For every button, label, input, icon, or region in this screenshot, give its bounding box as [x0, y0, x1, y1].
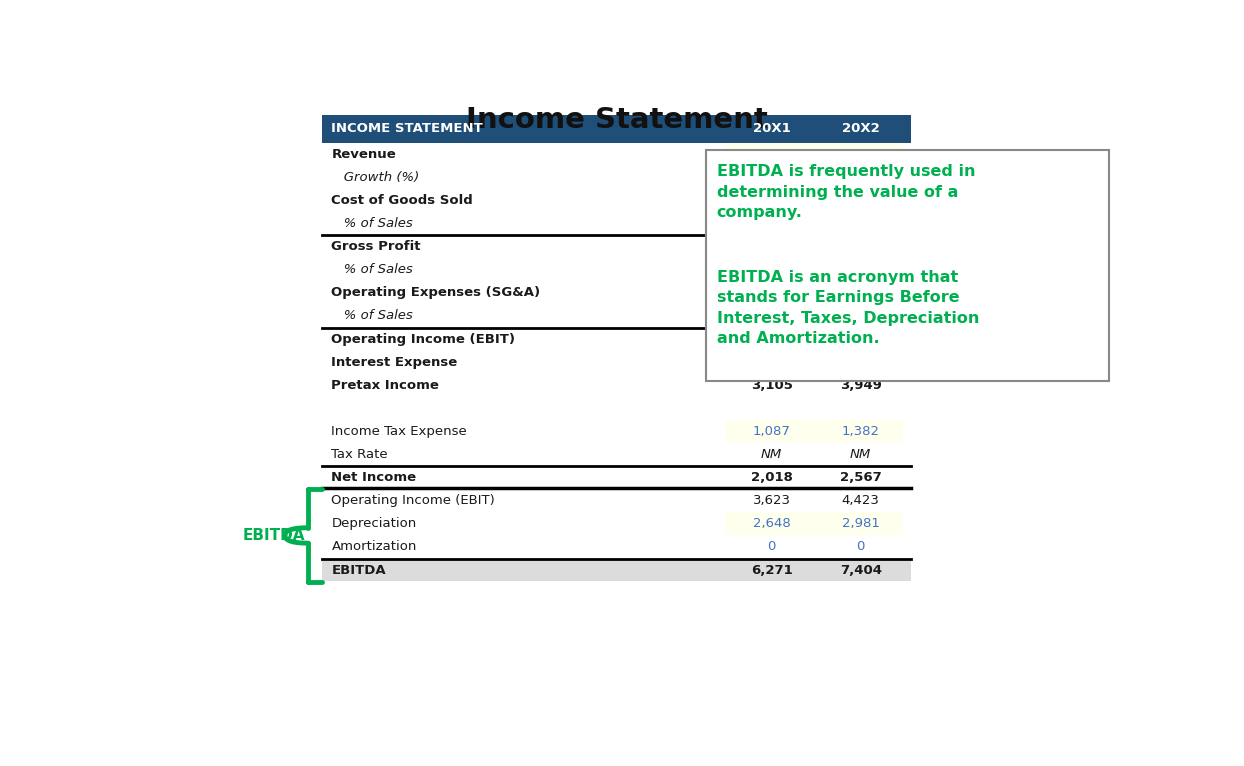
Text: Operating Income (EBIT): Operating Income (EBIT)	[331, 332, 515, 345]
Text: NM: NM	[850, 448, 871, 461]
Text: 1,382: 1,382	[842, 425, 880, 438]
FancyBboxPatch shape	[705, 150, 1108, 381]
Bar	[322, 558, 911, 581]
Bar	[725, 351, 903, 373]
Text: Net Income: Net Income	[331, 471, 417, 484]
Text: 2,567: 2,567	[840, 471, 882, 484]
Text: NM: NM	[761, 448, 782, 461]
Text: 4,423: 4,423	[842, 494, 880, 507]
Text: 74,452: 74,452	[746, 148, 797, 161]
Text: Income Tax Expense: Income Tax Expense	[331, 425, 468, 438]
Bar	[322, 115, 911, 142]
Bar	[725, 512, 903, 535]
Text: 83,492: 83,492	[835, 148, 886, 161]
Text: Pretax Income: Pretax Income	[331, 379, 439, 391]
Text: 3,949: 3,949	[840, 379, 882, 391]
Text: % of Sales: % of Sales	[331, 264, 413, 277]
Text: Amortization: Amortization	[331, 541, 417, 554]
Text: 3,105: 3,105	[750, 379, 792, 391]
Text: 3,623: 3,623	[753, 494, 791, 507]
Text: 2,981: 2,981	[842, 517, 880, 530]
Text: INCOME STATEMENT: INCOME STATEMENT	[331, 123, 483, 136]
Text: % of Sales: % of Sales	[331, 217, 413, 230]
Bar	[725, 189, 903, 211]
Text: Interest Expense: Interest Expense	[331, 355, 458, 368]
Text: 1,087: 1,087	[753, 425, 791, 438]
Text: 6,271: 6,271	[750, 564, 792, 577]
Text: 2,018: 2,018	[750, 471, 792, 484]
Text: 20X1: 20X1	[753, 123, 790, 136]
Text: EBITDA: EBITDA	[331, 564, 386, 577]
Text: 0: 0	[768, 541, 776, 554]
Text: EBITDA is an acronym that
stands for Earnings Before
Interest, Taxes, Depreciati: EBITDA is an acronym that stands for Ear…	[717, 270, 979, 346]
Text: Cost of Goods Sold: Cost of Goods Sold	[331, 194, 473, 207]
Text: Operating Income (EBIT): Operating Income (EBIT)	[331, 494, 495, 507]
Text: 0: 0	[857, 541, 865, 554]
Bar	[725, 281, 903, 303]
Text: EBITDA is frequently used in
determining the value of a
company.: EBITDA is frequently used in determining…	[717, 164, 975, 220]
Text: Income Statement: Income Statement	[465, 106, 768, 134]
Text: % of Sales: % of Sales	[331, 309, 413, 322]
Text: Revenue: Revenue	[331, 148, 396, 161]
Text: Gross Profit: Gross Profit	[331, 241, 420, 254]
Text: Tax Rate: Tax Rate	[331, 448, 388, 461]
Text: Operating Expenses (SG&A): Operating Expenses (SG&A)	[331, 286, 541, 300]
Text: 7,404: 7,404	[840, 564, 882, 577]
Bar	[725, 420, 903, 442]
Text: 2,648: 2,648	[753, 517, 790, 530]
Text: 20X2: 20X2	[842, 123, 880, 136]
Text: EBITDA: EBITDA	[243, 528, 305, 543]
Text: Growth (%): Growth (%)	[331, 171, 419, 184]
Text: Depreciation: Depreciation	[331, 517, 417, 530]
Bar	[725, 142, 903, 165]
